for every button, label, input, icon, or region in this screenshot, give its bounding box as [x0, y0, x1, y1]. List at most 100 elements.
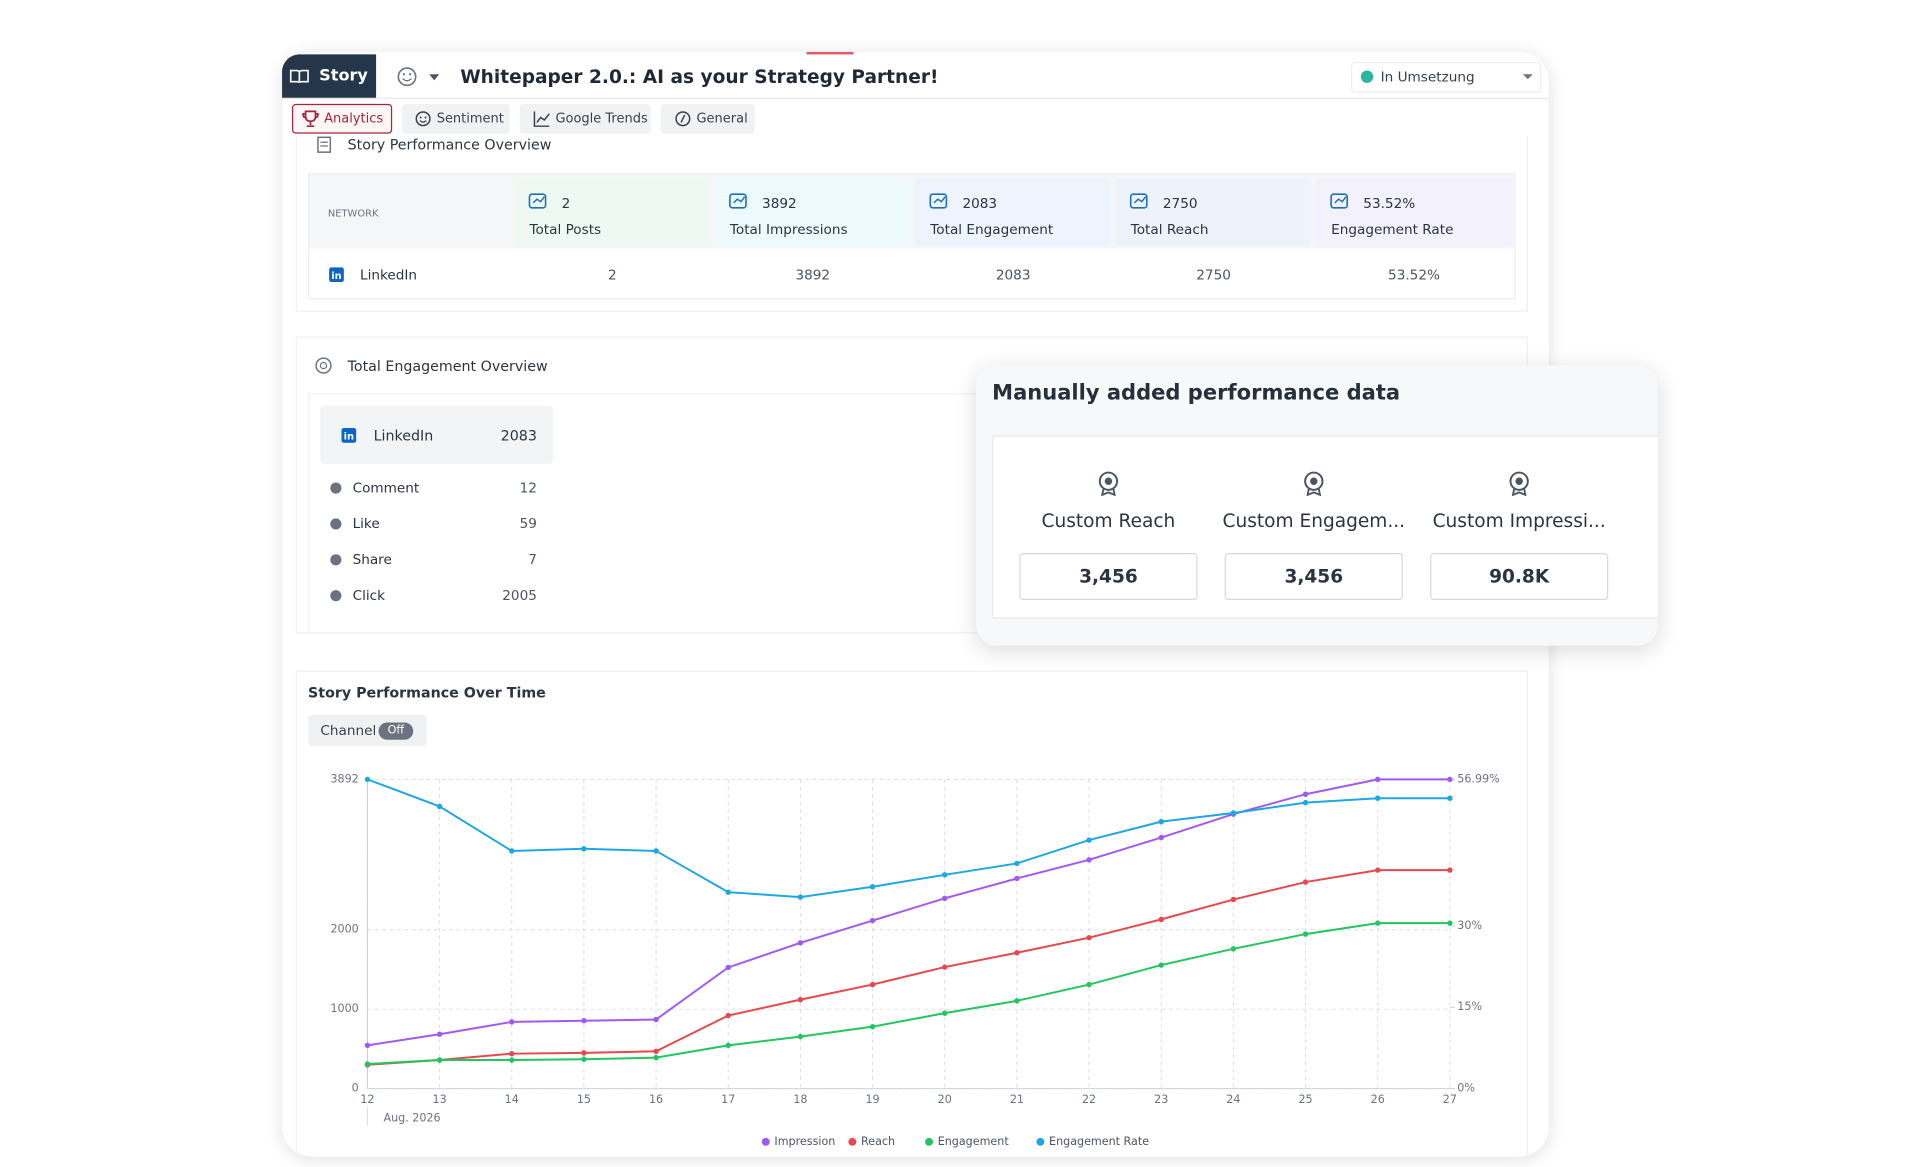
- toggle-label[interactable]: Channel: [320, 721, 377, 738]
- table-cell: 3892: [795, 266, 831, 283]
- book-icon: [289, 69, 309, 83]
- metric-cell: [1316, 178, 1512, 247]
- tab-sentiment[interactable]: [402, 103, 510, 134]
- svg-text:in: in: [331, 271, 341, 282]
- data-point: [1158, 818, 1164, 825]
- x-tick-label: 23: [1154, 1093, 1168, 1106]
- data-point: [1158, 834, 1164, 841]
- data-point: [1014, 875, 1020, 882]
- data-point: [797, 1033, 804, 1040]
- x-tick-label: 15: [577, 1093, 591, 1106]
- overview-header-row: [309, 174, 1515, 249]
- x-tick-label: 26: [1371, 1093, 1385, 1106]
- custom-metric-box[interactable]: [1430, 552, 1609, 600]
- x-tick-label: 14: [505, 1093, 519, 1106]
- status-label: In Umsetzung: [1380, 68, 1475, 85]
- data-point: [1302, 879, 1309, 885]
- y-tick-label: 2000: [330, 923, 358, 936]
- data-point: [1014, 998, 1020, 1004]
- tab-label[interactable]: Analytics: [324, 110, 384, 126]
- data-point: [942, 964, 948, 970]
- medal-icon: [1098, 471, 1119, 497]
- data-point: [797, 996, 804, 1003]
- data-point: [1302, 799, 1309, 806]
- toggle-pill[interactable]: [378, 722, 414, 740]
- network-name: LinkedIn: [359, 266, 418, 283]
- custom-metric-box[interactable]: [1019, 552, 1198, 600]
- tab-analytics[interactable]: [291, 103, 393, 134]
- story-tab[interactable]: [282, 54, 377, 99]
- y2-tick-label: 30%: [1457, 919, 1482, 932]
- metric-icon: [1330, 193, 1349, 209]
- legend-marker: [848, 1137, 857, 1146]
- x-tick-label: 13: [433, 1093, 447, 1106]
- x-tick-label: 19: [865, 1093, 879, 1106]
- custom-metric-value: 3,456: [1284, 564, 1344, 588]
- table-cell: 53.52%: [1388, 266, 1440, 283]
- data-point: [581, 1050, 587, 1056]
- data-point: [1374, 920, 1381, 926]
- data-point: [1086, 837, 1092, 843]
- data-point: [653, 1016, 659, 1023]
- tab-label[interactable]: Google Trends: [555, 110, 648, 126]
- data-point: [725, 1042, 731, 1049]
- data-point: [1086, 934, 1092, 941]
- tab-label[interactable]: Sentiment: [436, 110, 504, 126]
- tab-icon: [302, 110, 319, 128]
- series-line: [367, 922, 1450, 1066]
- x-axis-label: Aug. 2026: [384, 1111, 441, 1124]
- header-accent: [806, 51, 854, 55]
- legend-label: Engagement Rate: [1049, 1135, 1149, 1148]
- linkedin-icon: in: [341, 428, 357, 443]
- action-icon: [330, 590, 342, 602]
- data-point: [869, 884, 876, 890]
- metric-value: 3892: [762, 194, 797, 211]
- legend-marker: [925, 1137, 934, 1146]
- metric-cell: [915, 178, 1111, 247]
- data-point: [725, 1012, 731, 1019]
- x-tick-label: 17: [721, 1093, 735, 1106]
- data-point: [364, 776, 371, 783]
- table-cell: 2: [608, 266, 617, 283]
- data-point: [653, 1048, 659, 1055]
- series-line: [367, 778, 1450, 899]
- custom-metric-box[interactable]: [1224, 552, 1403, 600]
- table-header: NETWORK: [327, 207, 379, 219]
- data-point: [436, 1057, 443, 1063]
- y2-tick-label: 56.99%: [1457, 772, 1499, 785]
- network-total: 2083: [500, 426, 537, 445]
- metric-icon: [929, 193, 948, 209]
- y2-tick-label: 15%: [1457, 1000, 1482, 1013]
- metric-value: 53.52%: [1363, 194, 1416, 211]
- tab-icon: [415, 111, 431, 127]
- tab-icon: [675, 111, 691, 127]
- metric-value: 2750: [1162, 194, 1198, 211]
- data-point: [869, 1023, 876, 1030]
- y2-tick-label: 0%: [1457, 1082, 1475, 1095]
- data-point: [869, 981, 876, 988]
- data-point: [436, 1031, 443, 1037]
- data-point: [581, 846, 587, 852]
- data-point: [1302, 931, 1309, 937]
- network-total-box: [320, 405, 553, 464]
- toggle-state[interactable]: Off: [387, 724, 405, 737]
- data-point: [1230, 946, 1237, 952]
- timeline-card: [295, 670, 1528, 1157]
- data-point: [797, 894, 804, 900]
- overview-icon: [317, 136, 332, 153]
- action-value: 7: [528, 551, 537, 568]
- series-line: [367, 778, 1450, 1047]
- x-tick-label: 21: [1010, 1093, 1024, 1106]
- custom-metric-value: 90.8K: [1489, 564, 1550, 588]
- legend-marker: [1036, 1137, 1045, 1146]
- tab-label[interactable]: General: [696, 110, 748, 126]
- table-cell: 2750: [1196, 266, 1231, 283]
- x-tick-label: 16: [649, 1093, 663, 1106]
- data-point: [1447, 795, 1453, 801]
- status-dropdown[interactable]: [1350, 61, 1542, 93]
- emoji-button[interactable]: [396, 66, 445, 88]
- custom-metric-value: 3,456: [1079, 564, 1138, 588]
- metric-icon: [729, 193, 747, 209]
- metric-label: Total Reach: [1130, 220, 1209, 237]
